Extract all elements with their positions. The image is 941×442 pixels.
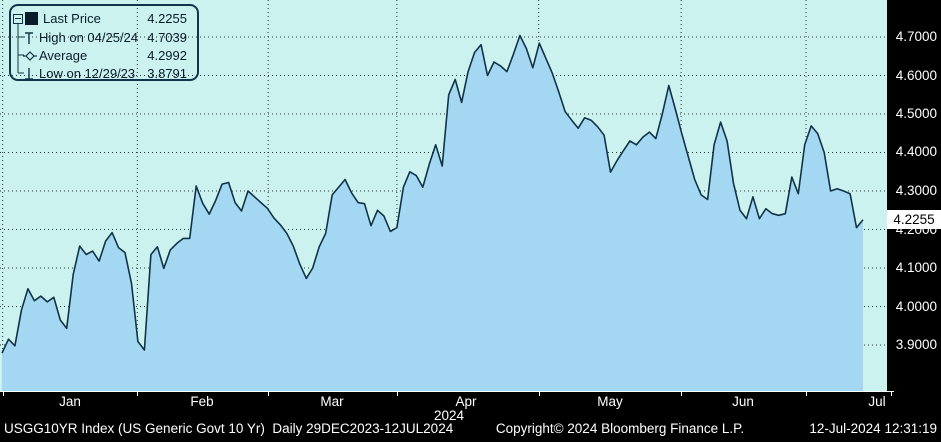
x-axis-tick bbox=[397, 391, 398, 396]
area-fill bbox=[2, 35, 863, 391]
price-line bbox=[1, 34, 864, 354]
y-axis-label: 4.3000 bbox=[895, 183, 937, 198]
x-axis-month-label: Jun bbox=[732, 394, 754, 409]
x-axis-month-label: Jan bbox=[59, 394, 81, 409]
high-marker-icon bbox=[25, 32, 33, 44]
x-axis-month-label: Feb bbox=[190, 394, 214, 409]
legend-value: 4.7039 bbox=[147, 30, 187, 45]
legend-label: High on 04/25/24 bbox=[39, 30, 139, 45]
legend-value: 4.2255 bbox=[147, 11, 187, 26]
last-price-axis-marker: 4.2255 bbox=[887, 210, 941, 229]
x-axis-month-label: Apr bbox=[455, 394, 477, 409]
legend-label: Last Price bbox=[43, 11, 101, 26]
x-axis-year-label: 2024 bbox=[433, 408, 465, 423]
copyright-text: Copyright© 2024 Bloomberg Finance L.P. bbox=[495, 421, 745, 436]
x-axis-month-label: May bbox=[597, 394, 623, 409]
series-swatch-icon bbox=[25, 12, 38, 25]
average-marker-icon bbox=[23, 51, 37, 61]
legend-row-average[interactable]: Average 4.2992 bbox=[11, 47, 197, 65]
legend-label: Average bbox=[39, 48, 88, 63]
legend-row-high[interactable]: High on 04/25/24 4.7039 bbox=[11, 29, 197, 47]
x-axis-panel: 2024 USGG10YR Index (US Generic Govt 10 … bbox=[0, 391, 941, 442]
x-axis-tick bbox=[681, 391, 682, 396]
status-bar: USGG10YR Index (US Generic Govt 10 Yr) D… bbox=[0, 421, 941, 441]
y-axis-label: 4.6000 bbox=[895, 68, 937, 83]
legend-value: 4.2992 bbox=[147, 48, 187, 63]
legend-row-low[interactable]: Low on 12/29/23 3.8791 bbox=[11, 65, 197, 83]
y-axis-label: 4.5000 bbox=[895, 106, 937, 121]
legend-value: 3.8791 bbox=[147, 66, 187, 81]
timestamp: 12-Jul-2024 12:31:19 bbox=[809, 421, 937, 436]
instrument-description: USGG10YR Index (US Generic Govt 10 Yr) D… bbox=[4, 421, 454, 436]
y-axis-panel: 4.7000 4.6000 4.5000 4.4000 4.3000 4.2000 4.10… bbox=[887, 0, 941, 442]
x-axis-tick bbox=[3, 391, 4, 396]
y-axis-label: 4.4000 bbox=[895, 144, 937, 159]
y-axis-label: 3.9000 bbox=[895, 337, 937, 352]
y-axis-label: 4.0000 bbox=[895, 299, 937, 314]
y-axis-label: 4.7000 bbox=[895, 29, 937, 44]
x-axis-tick bbox=[806, 391, 807, 396]
low-marker-icon bbox=[25, 68, 33, 80]
x-axis-month-label: Jul bbox=[868, 394, 886, 409]
legend-collapse-icon[interactable] bbox=[13, 14, 23, 24]
x-axis-tick bbox=[268, 391, 269, 396]
x-axis-tick bbox=[891, 391, 892, 396]
y-axis-label: 4.1000 bbox=[895, 260, 937, 275]
x-axis-line bbox=[0, 391, 894, 392]
chart-legend: Last Price 4.2255 High on 04/25/24 4.703… bbox=[9, 4, 199, 81]
x-axis-month-label: Mar bbox=[320, 394, 344, 409]
legend-row-last-price[interactable]: Last Price 4.2255 bbox=[11, 10, 197, 28]
x-axis-tick bbox=[539, 391, 540, 396]
price-chart-svg bbox=[0, 0, 887, 391]
price-chart-plot-area[interactable]: Last Price 4.2255 High on 04/25/24 4.703… bbox=[0, 0, 887, 391]
legend-label: Low on 12/29/23 bbox=[39, 66, 136, 81]
x-axis-tick bbox=[137, 391, 138, 396]
